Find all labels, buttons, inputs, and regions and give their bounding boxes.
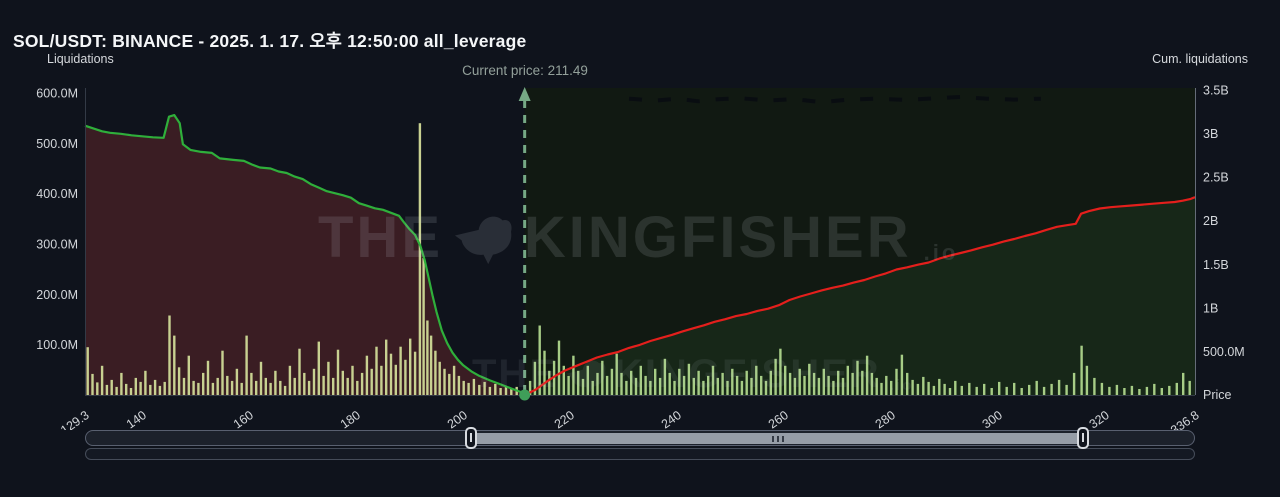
- right-axis-price-label: Price: [1203, 388, 1232, 402]
- left-axis-tick-label: 500.0M: [36, 137, 78, 151]
- x-axis-tick-label: 320: [1087, 408, 1112, 430]
- x-axis-tick-label: 160: [231, 408, 256, 430]
- long-liquidations-area: [524, 197, 1195, 395]
- navigator-selected-range[interactable]: [472, 433, 1084, 444]
- x-axis-tick-label: 260: [766, 408, 791, 430]
- right-axis-title: Cum. liquidations: [1152, 52, 1248, 66]
- current-price-label: Current price: 211.49: [462, 63, 588, 78]
- right-axis-tick-label: 1B: [1203, 301, 1218, 315]
- right-axis-tick-label: 3.5B: [1203, 84, 1229, 98]
- right-axis-tick-label: 2.5B: [1203, 171, 1229, 185]
- page-title: SOL/USDT: BINANCE - 2025. 1. 17. 오후 12:5…: [13, 31, 527, 51]
- x-axis-tick-label: 129.3: [58, 408, 92, 430]
- right-axis-tick-label: 2B: [1203, 214, 1218, 228]
- top-dashed-line: [628, 94, 1041, 105]
- short-liquidations-area: [85, 115, 525, 395]
- x-axis-tick-label: 140: [124, 408, 149, 430]
- current-price-dot: [519, 389, 531, 401]
- horizontal-scrollbar-track[interactable]: [85, 448, 1195, 460]
- x-axis-tick-label: 240: [659, 408, 684, 430]
- current-price-arrow-icon: [518, 87, 531, 101]
- left-axis-tick-label: 100.0M: [36, 338, 78, 352]
- left-axis-tick-label: 400.0M: [36, 187, 78, 201]
- long-liquidations-line: [524, 196, 1196, 396]
- x-axis-tick-label: 280: [873, 408, 898, 430]
- navigator-track[interactable]: [85, 427, 1195, 449]
- x-axis-tick-label: 200: [445, 408, 470, 430]
- left-axis-title: Liquidations: [47, 52, 114, 66]
- liquidation-bars-left: [86, 123, 518, 395]
- navigator-handle-left[interactable]: [465, 427, 477, 449]
- chart-navigator: [85, 427, 1195, 460]
- x-axis-tick-label: 180: [338, 408, 363, 430]
- navigator-grip-icon: [772, 435, 784, 442]
- liquidation-bars-right: [528, 325, 1191, 395]
- x-axis-tick-label: 300: [980, 408, 1005, 430]
- liquidation-chart[interactable]: 600.0M 500.0M 400.0M 300.0M 200.0M 100.0M 3.5B…: [0, 0, 1280, 431]
- right-axis-tick-label: 3B: [1203, 127, 1218, 141]
- short-liquidations-line: [84, 114, 526, 395]
- left-axis-tick-label: 200.0M: [36, 288, 78, 302]
- right-axis-tick-label: 500.0M: [1203, 345, 1245, 359]
- navigator-handle-right[interactable]: [1077, 427, 1089, 449]
- x-axis-tick-label: 336.8: [1168, 408, 1202, 430]
- x-axis-tick-label: 220: [552, 408, 577, 430]
- left-axis-tick-label: 600.0M: [36, 87, 78, 101]
- left-axis-tick-label: 300.0M: [36, 238, 78, 252]
- right-axis-tick-label: 1.5B: [1203, 258, 1229, 272]
